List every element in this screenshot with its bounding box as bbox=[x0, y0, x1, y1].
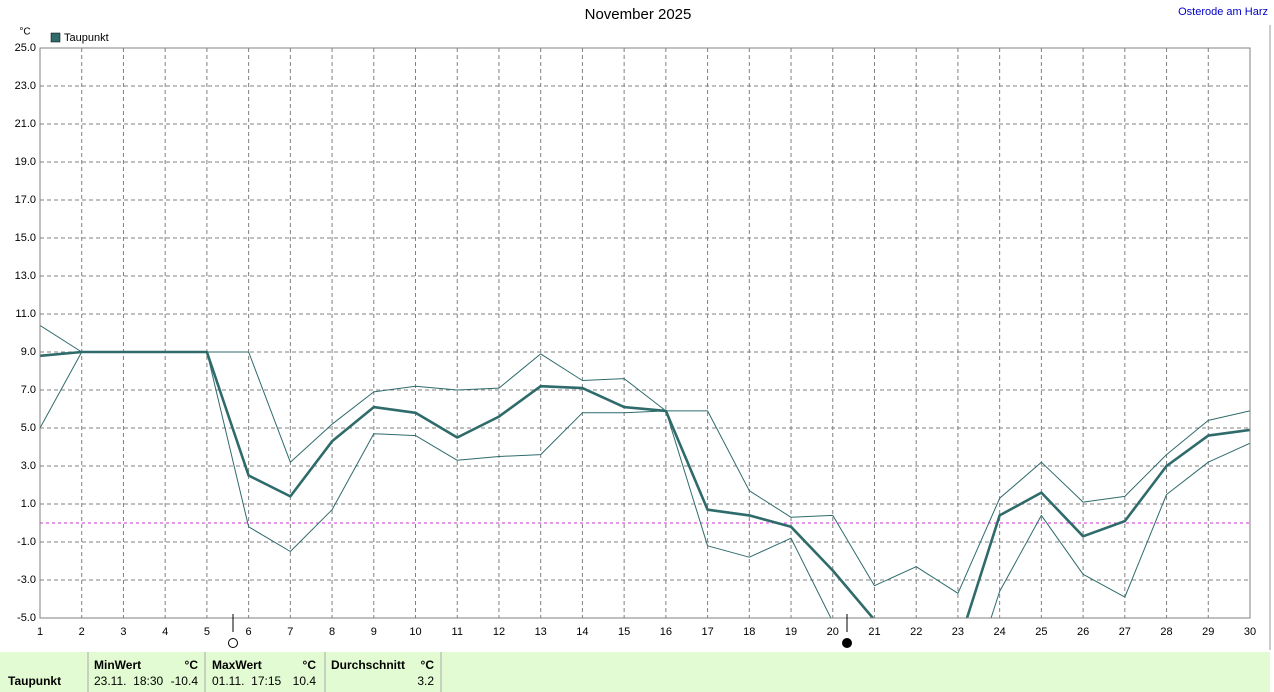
x-tick-label: 28 bbox=[1160, 626, 1172, 638]
location: Osterode am Harz bbox=[1178, 6, 1268, 18]
time: 01.11. 17:15 bbox=[212, 674, 281, 688]
x-tick-label: 23 bbox=[952, 626, 964, 638]
y-tick-label: 19.0 bbox=[15, 156, 36, 168]
full-moon-icon bbox=[228, 638, 238, 648]
table-background bbox=[0, 652, 1270, 692]
x-tick-label: 22 bbox=[910, 626, 922, 638]
x-tick-label: 16 bbox=[660, 626, 672, 638]
y-tick-label: -5.0 bbox=[17, 612, 36, 624]
column-header: MaxWert bbox=[212, 658, 262, 672]
y-tick-label: 15.0 bbox=[15, 232, 36, 244]
plot-border bbox=[39, 47, 1251, 619]
x-tick-label: 27 bbox=[1119, 626, 1131, 638]
chart-title: November 2025 bbox=[585, 6, 692, 23]
row-label: Taupunkt bbox=[8, 674, 61, 688]
x-tick-label: 3 bbox=[120, 626, 126, 638]
series-group bbox=[40, 324, 1250, 618]
x-tick-label: 18 bbox=[743, 626, 755, 638]
series-line bbox=[40, 350, 1250, 618]
column-header: Durchschnitt bbox=[331, 658, 405, 672]
x-tick-label: 30 bbox=[1244, 626, 1256, 638]
x-tick-label: 9 bbox=[371, 626, 377, 638]
x-tick-label: 14 bbox=[576, 626, 588, 638]
x-tick-label: 19 bbox=[785, 626, 797, 638]
unit: °C bbox=[303, 658, 317, 672]
x-tick-label: 7 bbox=[287, 626, 293, 638]
y-tick-label: 25.0 bbox=[15, 42, 36, 54]
x-tick-label: 2 bbox=[79, 626, 85, 638]
x-tick-label: 29 bbox=[1202, 626, 1214, 638]
value: 10.4 bbox=[293, 674, 317, 688]
x-tick-label: 5 bbox=[204, 626, 210, 638]
x-tick-label: 24 bbox=[994, 626, 1006, 638]
time: 23.11. 18:30 bbox=[94, 674, 163, 688]
x-tick-label: 21 bbox=[868, 626, 880, 638]
x-tick-label: 25 bbox=[1035, 626, 1047, 638]
series-line bbox=[40, 324, 1250, 594]
column-header: MinWert bbox=[94, 658, 141, 672]
y-tick-label: 9.0 bbox=[21, 346, 36, 358]
y-tick-label: 13.0 bbox=[15, 270, 36, 282]
x-tick-label: 6 bbox=[246, 626, 252, 638]
y-tick-label: 3.0 bbox=[21, 460, 36, 472]
y-tick-label: 1.0 bbox=[21, 498, 36, 510]
legend-label: Taupunkt bbox=[64, 32, 109, 44]
x-tick-label: 12 bbox=[493, 626, 505, 638]
summary-table: Taupunkt MinWert °C 23.11. 18:30 -10.4 M… bbox=[0, 652, 1270, 692]
value: 3.2 bbox=[417, 674, 434, 688]
x-tick-label: 4 bbox=[162, 626, 168, 638]
unit: °C bbox=[185, 658, 199, 672]
y-tick-label: 17.0 bbox=[15, 194, 36, 206]
x-tick-label: 8 bbox=[329, 626, 335, 638]
x-tick-label: 11 bbox=[452, 626, 463, 638]
x-tick-label: 10 bbox=[409, 626, 421, 638]
y-tick-label: 7.0 bbox=[21, 384, 36, 396]
y-unit: °C bbox=[19, 27, 30, 38]
x-tick-label: 26 bbox=[1077, 626, 1089, 638]
y-tick-label: -3.0 bbox=[17, 574, 36, 586]
y-tick-label: 11.0 bbox=[15, 308, 36, 320]
y-tick-label: 5.0 bbox=[21, 422, 36, 434]
unit: °C bbox=[421, 658, 435, 672]
value: -10.4 bbox=[171, 674, 199, 688]
x-tick-label: 13 bbox=[535, 626, 547, 638]
x-tick-label: 20 bbox=[827, 626, 839, 638]
legend-swatch bbox=[50, 32, 61, 43]
y-tick-label: 23.0 bbox=[15, 80, 36, 92]
x-tick-label: 17 bbox=[701, 626, 713, 638]
new-moon-icon bbox=[842, 638, 852, 648]
y-tick-label: 21.0 bbox=[15, 118, 36, 130]
series-line bbox=[40, 351, 1250, 618]
x-tick-label: 15 bbox=[618, 626, 630, 638]
x-tick-label: 1 bbox=[37, 626, 43, 638]
y-tick-label: -1.0 bbox=[17, 536, 36, 548]
